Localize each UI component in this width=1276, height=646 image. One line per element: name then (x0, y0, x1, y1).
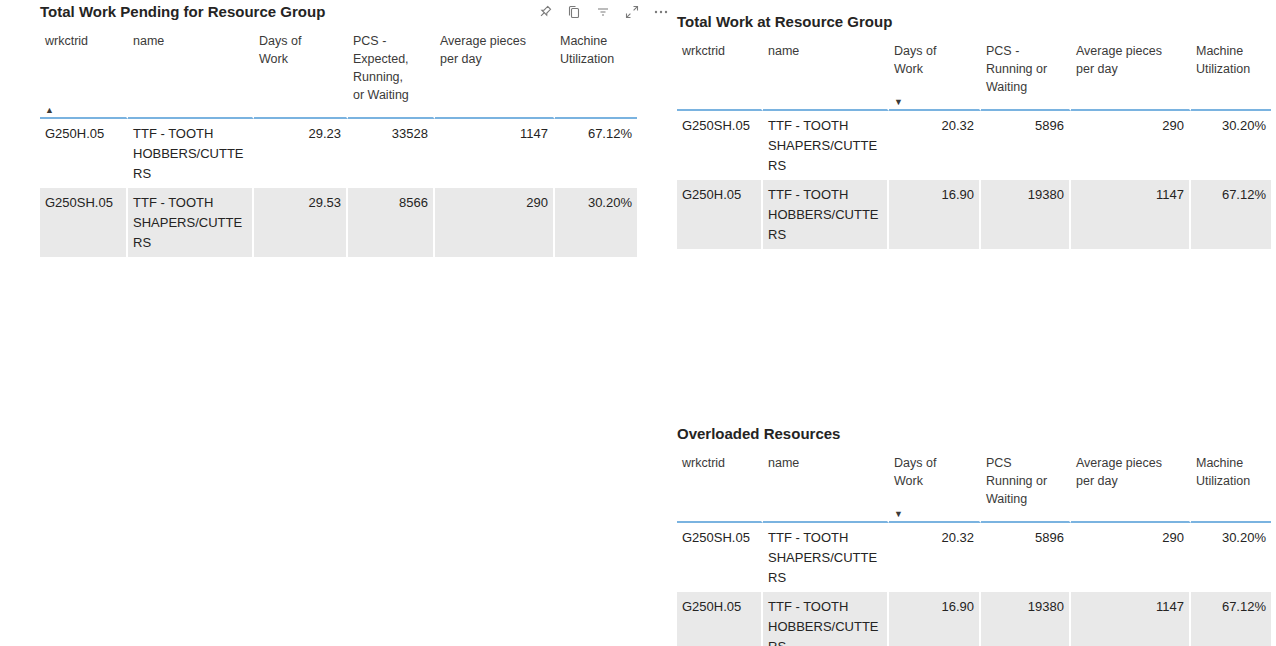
table-row[interactable]: G250H.05 TTF - TOOTH HOBBERS/CUTTERS 16.… (677, 180, 1271, 249)
cell-machine-utilization[interactable]: 30.20% (1191, 523, 1271, 592)
column-header-average-pieces-per-day[interactable]: Average pieces per day (1071, 450, 1191, 523)
column-header-machine-utilization[interactable]: Machine Utilization (1191, 38, 1271, 111)
cell-pcs[interactable]: 33528 (348, 119, 435, 188)
cell-average-pieces[interactable]: 1147 (435, 119, 555, 188)
cell-average-pieces[interactable]: 1147 (1071, 180, 1191, 249)
table-overloaded-resources: wrkctrid name Days of Work ▼ PCS Running… (677, 450, 1271, 646)
cell-days-of-work[interactable]: 16.90 (889, 180, 981, 249)
cell-wrkctrid[interactable]: G250SH.05 (677, 523, 763, 592)
visual-total-work-pending: Total Work Pending for Resource Group wr… (40, 3, 637, 257)
column-header-label: Machine Utilization (560, 32, 620, 68)
cell-name[interactable]: TTF - TOOTH HOBBERS/CUTTERS (763, 180, 889, 249)
cell-pcs[interactable]: 8566 (348, 188, 435, 257)
column-header-label: Average pieces per day (1076, 42, 1172, 78)
table-row[interactable]: G250SH.05 TTF - TOOTH SHAPERS/CUTTERS 20… (677, 523, 1271, 592)
cell-machine-utilization[interactable]: 67.12% (555, 119, 637, 188)
table-total-work-pending: wrkctrid ▲ name Days of Work PCS - Expec… (40, 28, 637, 257)
cell-days-of-work[interactable]: 20.32 (889, 111, 981, 180)
pin-icon[interactable] (537, 4, 553, 20)
column-header-wrkctrid[interactable]: wrkctrid (677, 38, 763, 111)
cell-average-pieces[interactable]: 290 (1071, 523, 1191, 592)
cell-name[interactable]: TTF - TOOTH HOBBERS/CUTTERS (128, 119, 254, 188)
cell-pcs[interactable]: 5896 (981, 523, 1071, 592)
column-header-label: Average pieces per day (440, 32, 536, 68)
column-header-label: Days of Work (259, 32, 319, 68)
cell-pcs[interactable]: 19380 (981, 592, 1071, 646)
table-row[interactable]: G250H.05 TTF - TOOTH HOBBERS/CUTTERS 29.… (40, 119, 637, 188)
report-page: Total Work Pending for Resource Group wr… (0, 0, 1276, 646)
column-header-label: wrkctrid (682, 454, 725, 472)
column-header-label: Machine Utilization (1196, 454, 1256, 490)
column-header-label: PCS Running or Waiting (986, 454, 1054, 508)
column-header-name[interactable]: name (763, 38, 889, 111)
cell-machine-utilization[interactable]: 30.20% (1191, 111, 1271, 180)
column-header-label: Machine Utilization (1196, 42, 1256, 78)
column-header-wrkctrid[interactable]: wrkctrid (677, 450, 763, 523)
cell-days-of-work[interactable]: 29.53 (254, 188, 348, 257)
cell-wrkctrid[interactable]: G250H.05 (677, 592, 763, 646)
visual-overloaded-resources: Overloaded Resources wrkctrid name Days … (677, 425, 1271, 646)
cell-days-of-work[interactable]: 29.23 (254, 119, 348, 188)
copy-icon[interactable] (566, 4, 582, 20)
table-row[interactable]: G250SH.05 TTF - TOOTH SHAPERS/CUTTERS 20… (677, 111, 1271, 180)
visual-title: Total Work at Resource Group (677, 13, 1271, 31)
visual-title: Overloaded Resources (677, 425, 1271, 443)
column-header-label: PCS - Running or Waiting (986, 42, 1054, 96)
cell-days-of-work[interactable]: 16.90 (889, 592, 981, 646)
cell-wrkctrid[interactable]: G250SH.05 (677, 111, 763, 180)
header-row: wrkctrid name Days of Work ▼ PCS - Runni… (677, 38, 1271, 111)
cell-name[interactable]: TTF - TOOTH SHAPERS/CUTTERS (763, 111, 889, 180)
cell-wrkctrid[interactable]: G250H.05 (677, 180, 763, 249)
table-row[interactable]: G250H.05 TTF - TOOTH HOBBERS/CUTTERS 16.… (677, 592, 1271, 646)
column-header-machine-utilization[interactable]: Machine Utilization (555, 28, 637, 119)
column-header-label: wrkctrid (682, 42, 725, 60)
cell-days-of-work[interactable]: 20.32 (889, 523, 981, 592)
column-header-label: name (768, 42, 799, 60)
column-header-average-pieces-per-day[interactable]: Average pieces per day (1071, 38, 1191, 111)
column-header-pcs-expected-running-waiting[interactable]: PCS - Expected, Running, or Waiting (348, 28, 435, 119)
column-header-label: PCS - Expected, Running, or Waiting (353, 32, 415, 104)
column-header-wrkctrid[interactable]: wrkctrid ▲ (40, 28, 128, 119)
cell-machine-utilization[interactable]: 30.20% (555, 188, 637, 257)
visual-total-work-at-resource-group: Total Work at Resource Group wrkctrid na… (677, 13, 1271, 249)
column-header-label: wrkctrid (45, 32, 88, 50)
cell-name[interactable]: TTF - TOOTH SHAPERS/CUTTERS (763, 523, 889, 592)
cell-average-pieces[interactable]: 290 (435, 188, 555, 257)
cell-name[interactable]: TTF - TOOTH HOBBERS/CUTTERS (763, 592, 889, 646)
column-header-name[interactable]: name (128, 28, 254, 119)
column-header-label: name (768, 454, 799, 472)
cell-average-pieces[interactable]: 1147 (1071, 592, 1191, 646)
column-header-label: name (133, 32, 164, 50)
cell-name[interactable]: TTF - TOOTH SHAPERS/CUTTERS (128, 188, 254, 257)
more-options-icon[interactable] (653, 4, 669, 20)
filter-icon[interactable] (595, 4, 611, 20)
cell-pcs[interactable]: 19380 (981, 180, 1071, 249)
cell-machine-utilization[interactable]: 67.12% (1191, 592, 1271, 646)
header-row: wrkctrid ▲ name Days of Work PCS - Expec… (40, 28, 637, 119)
column-header-pcs-running-or-waiting[interactable]: PCS - Running or Waiting (981, 38, 1071, 111)
column-header-average-pieces-per-day[interactable]: Average pieces per day (435, 28, 555, 119)
visual-hover-toolbar (537, 4, 669, 20)
sort-ascending-icon: ▲ (45, 106, 54, 115)
cell-machine-utilization[interactable]: 67.12% (1191, 180, 1271, 249)
header-row: wrkctrid name Days of Work ▼ PCS Running… (677, 450, 1271, 523)
sort-descending-icon: ▼ (894, 98, 903, 107)
column-header-days-of-work[interactable]: Days of Work ▼ (889, 450, 981, 523)
sort-descending-icon: ▼ (894, 510, 903, 519)
column-header-days-of-work[interactable]: Days of Work (254, 28, 348, 119)
cell-average-pieces[interactable]: 290 (1071, 111, 1191, 180)
cell-wrkctrid[interactable]: G250H.05 (40, 119, 128, 188)
column-header-days-of-work[interactable]: Days of Work ▼ (889, 38, 981, 111)
column-header-pcs-running-or-waiting[interactable]: PCS Running or Waiting (981, 450, 1071, 523)
column-header-name[interactable]: name (763, 450, 889, 523)
cell-pcs[interactable]: 5896 (981, 111, 1071, 180)
table-row[interactable]: G250SH.05 TTF - TOOTH SHAPERS/CUTTERS 29… (40, 188, 637, 257)
cell-wrkctrid[interactable]: G250SH.05 (40, 188, 128, 257)
column-header-label: Days of Work (894, 42, 954, 78)
column-header-label: Days of Work (894, 454, 954, 490)
column-header-label: Average pieces per day (1076, 454, 1172, 490)
table-total-work-at-resource-group: wrkctrid name Days of Work ▼ PCS - Runni… (677, 38, 1271, 249)
focus-mode-icon[interactable] (624, 4, 640, 20)
column-header-machine-utilization[interactable]: Machine Utilization (1191, 450, 1271, 523)
